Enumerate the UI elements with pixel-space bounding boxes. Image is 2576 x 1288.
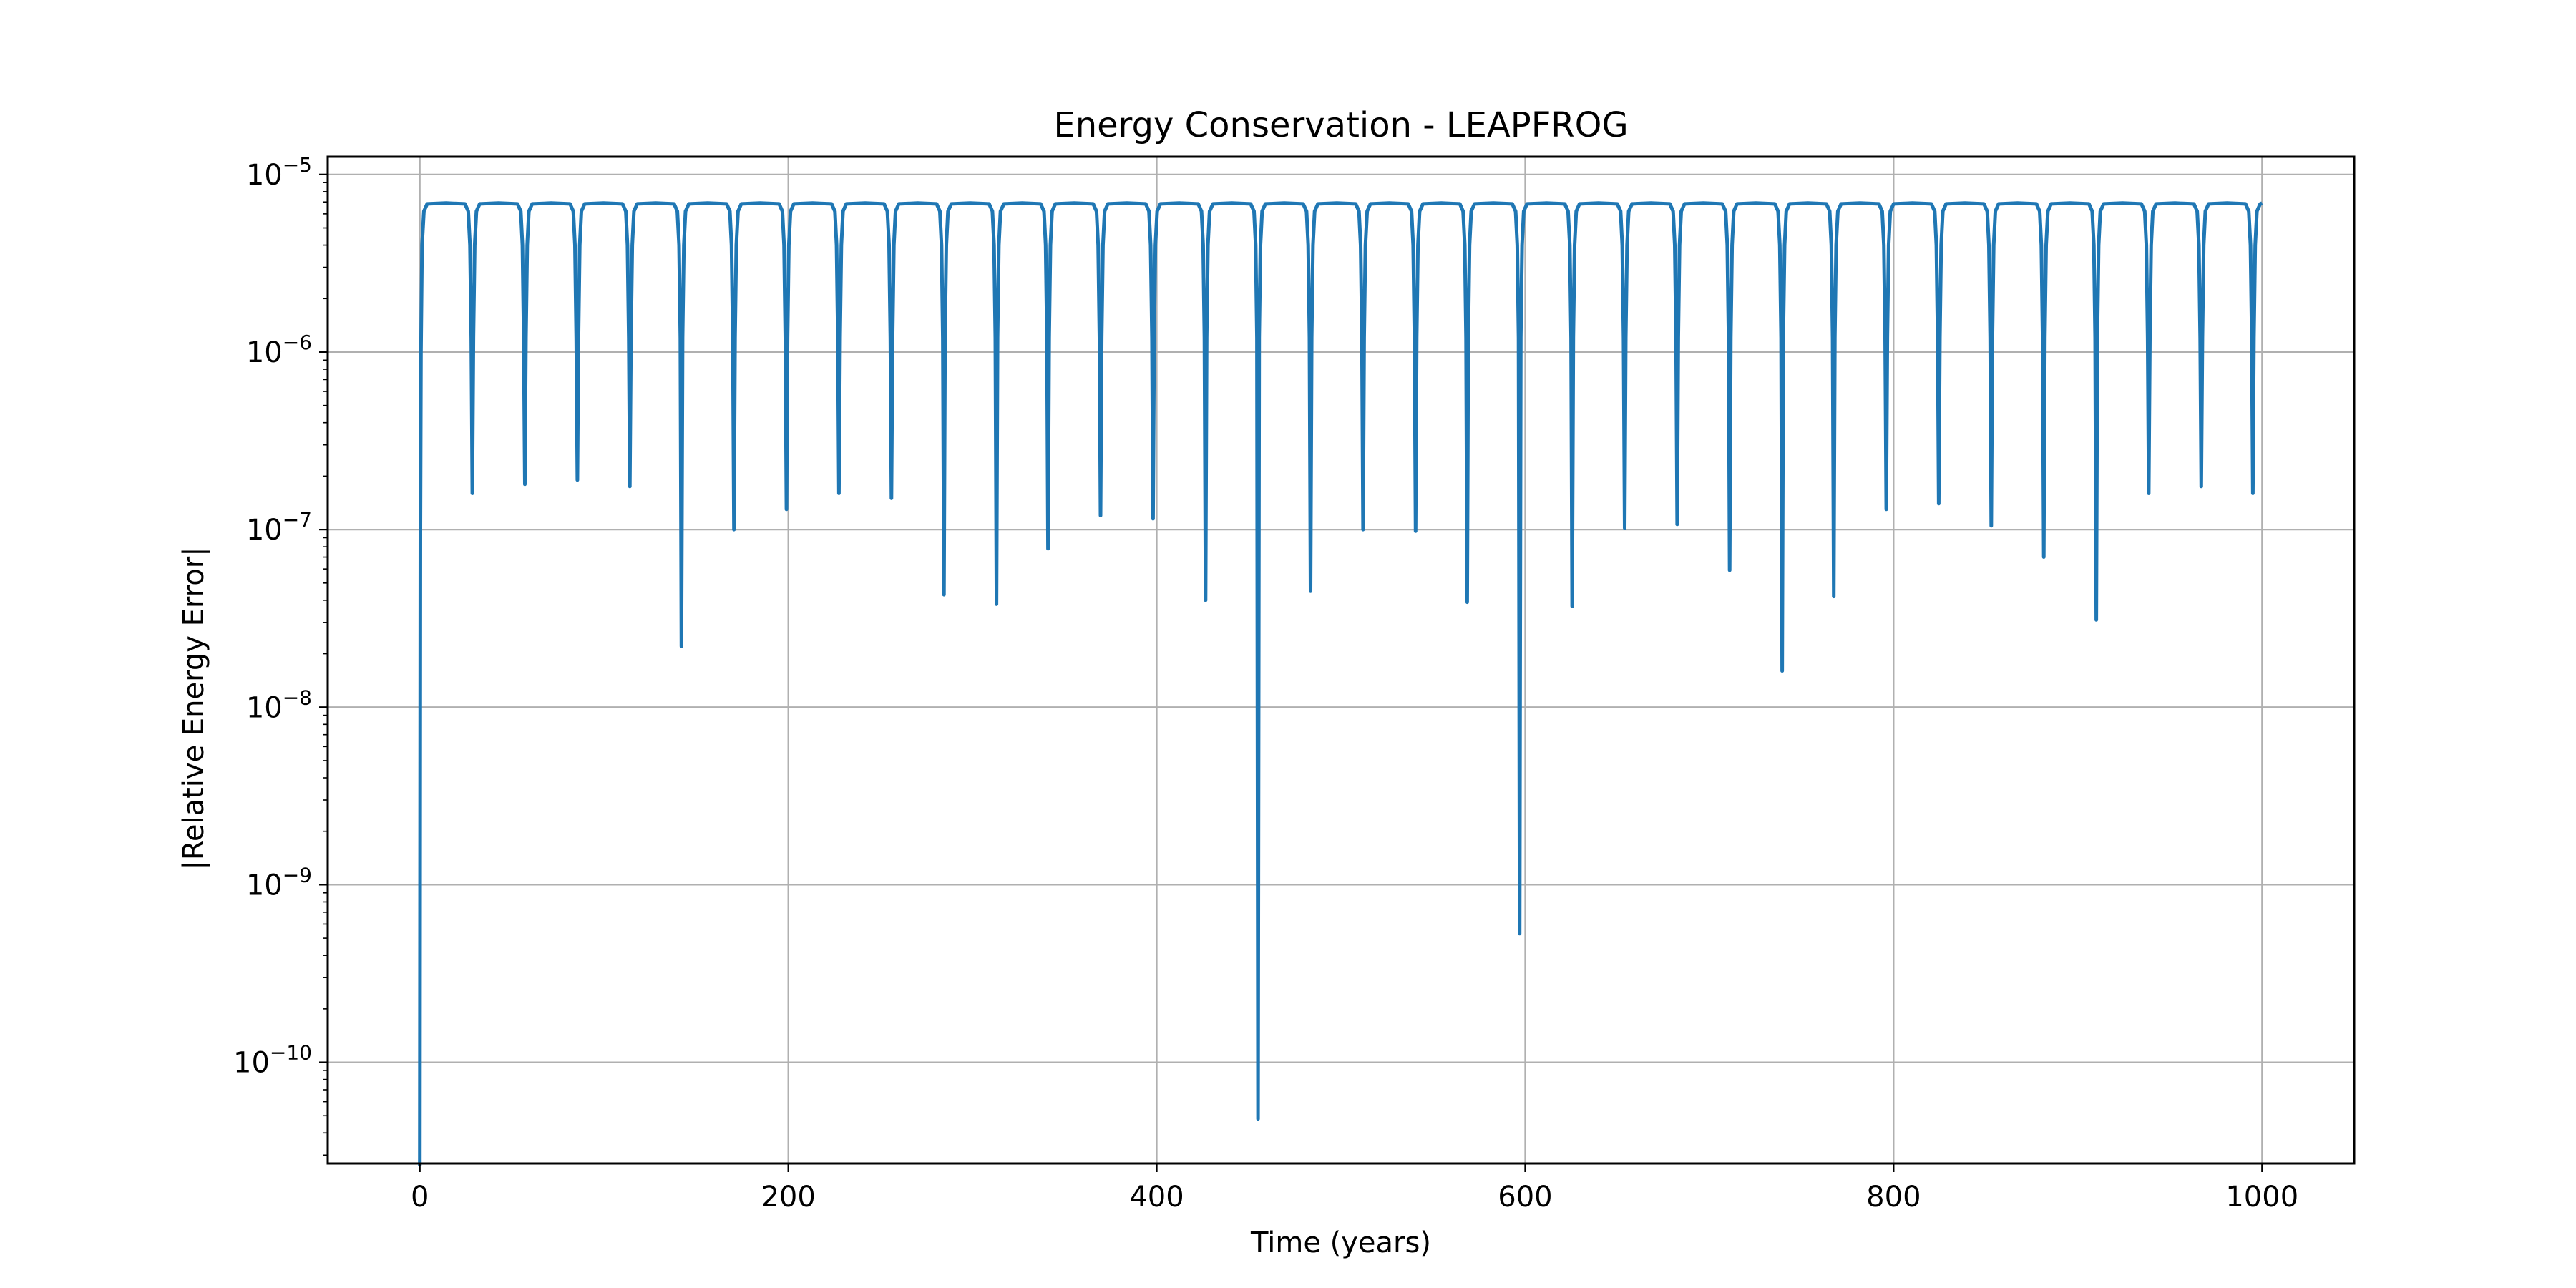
plot-area [418,201,2263,1166]
axes-ticks: 0 200 400 600 800 1000 10−5 10−6 10−7 10−8 10−9 10−… [233,153,2298,1214]
y-tick-label: 10−6 [246,331,312,369]
grid [328,157,2354,1163]
x-tick-label: 800 [1866,1181,1921,1214]
x-tick-label: 200 [761,1181,815,1214]
chart-title: Energy Conservation - LEAPFROG [1053,105,1628,145]
x-tick-label: 0 [411,1181,429,1214]
y-axis-label: |Relative Energy Error| [177,547,210,869]
y-tick-label: 10−10 [233,1041,312,1080]
y-tick-label: 10−5 [246,153,312,192]
x-tick-label: 600 [1498,1181,1552,1214]
series-line-leapfrog [418,201,2263,1166]
x-tick-label: 1000 [2225,1181,2298,1214]
x-tick-label: 400 [1129,1181,1184,1214]
y-tick-label: 10−7 [246,508,312,547]
plot-frame [326,155,2356,1165]
y-tick-label: 10−9 [246,863,312,902]
x-axis-label: Time (years) [1250,1226,1431,1259]
y-tick-label: 10−8 [246,686,312,724]
